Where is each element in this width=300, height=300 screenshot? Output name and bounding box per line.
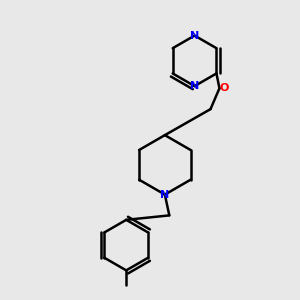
Text: N: N [190, 31, 199, 40]
Text: N: N [190, 81, 199, 91]
Text: N: N [160, 190, 170, 200]
Text: O: O [219, 83, 229, 93]
